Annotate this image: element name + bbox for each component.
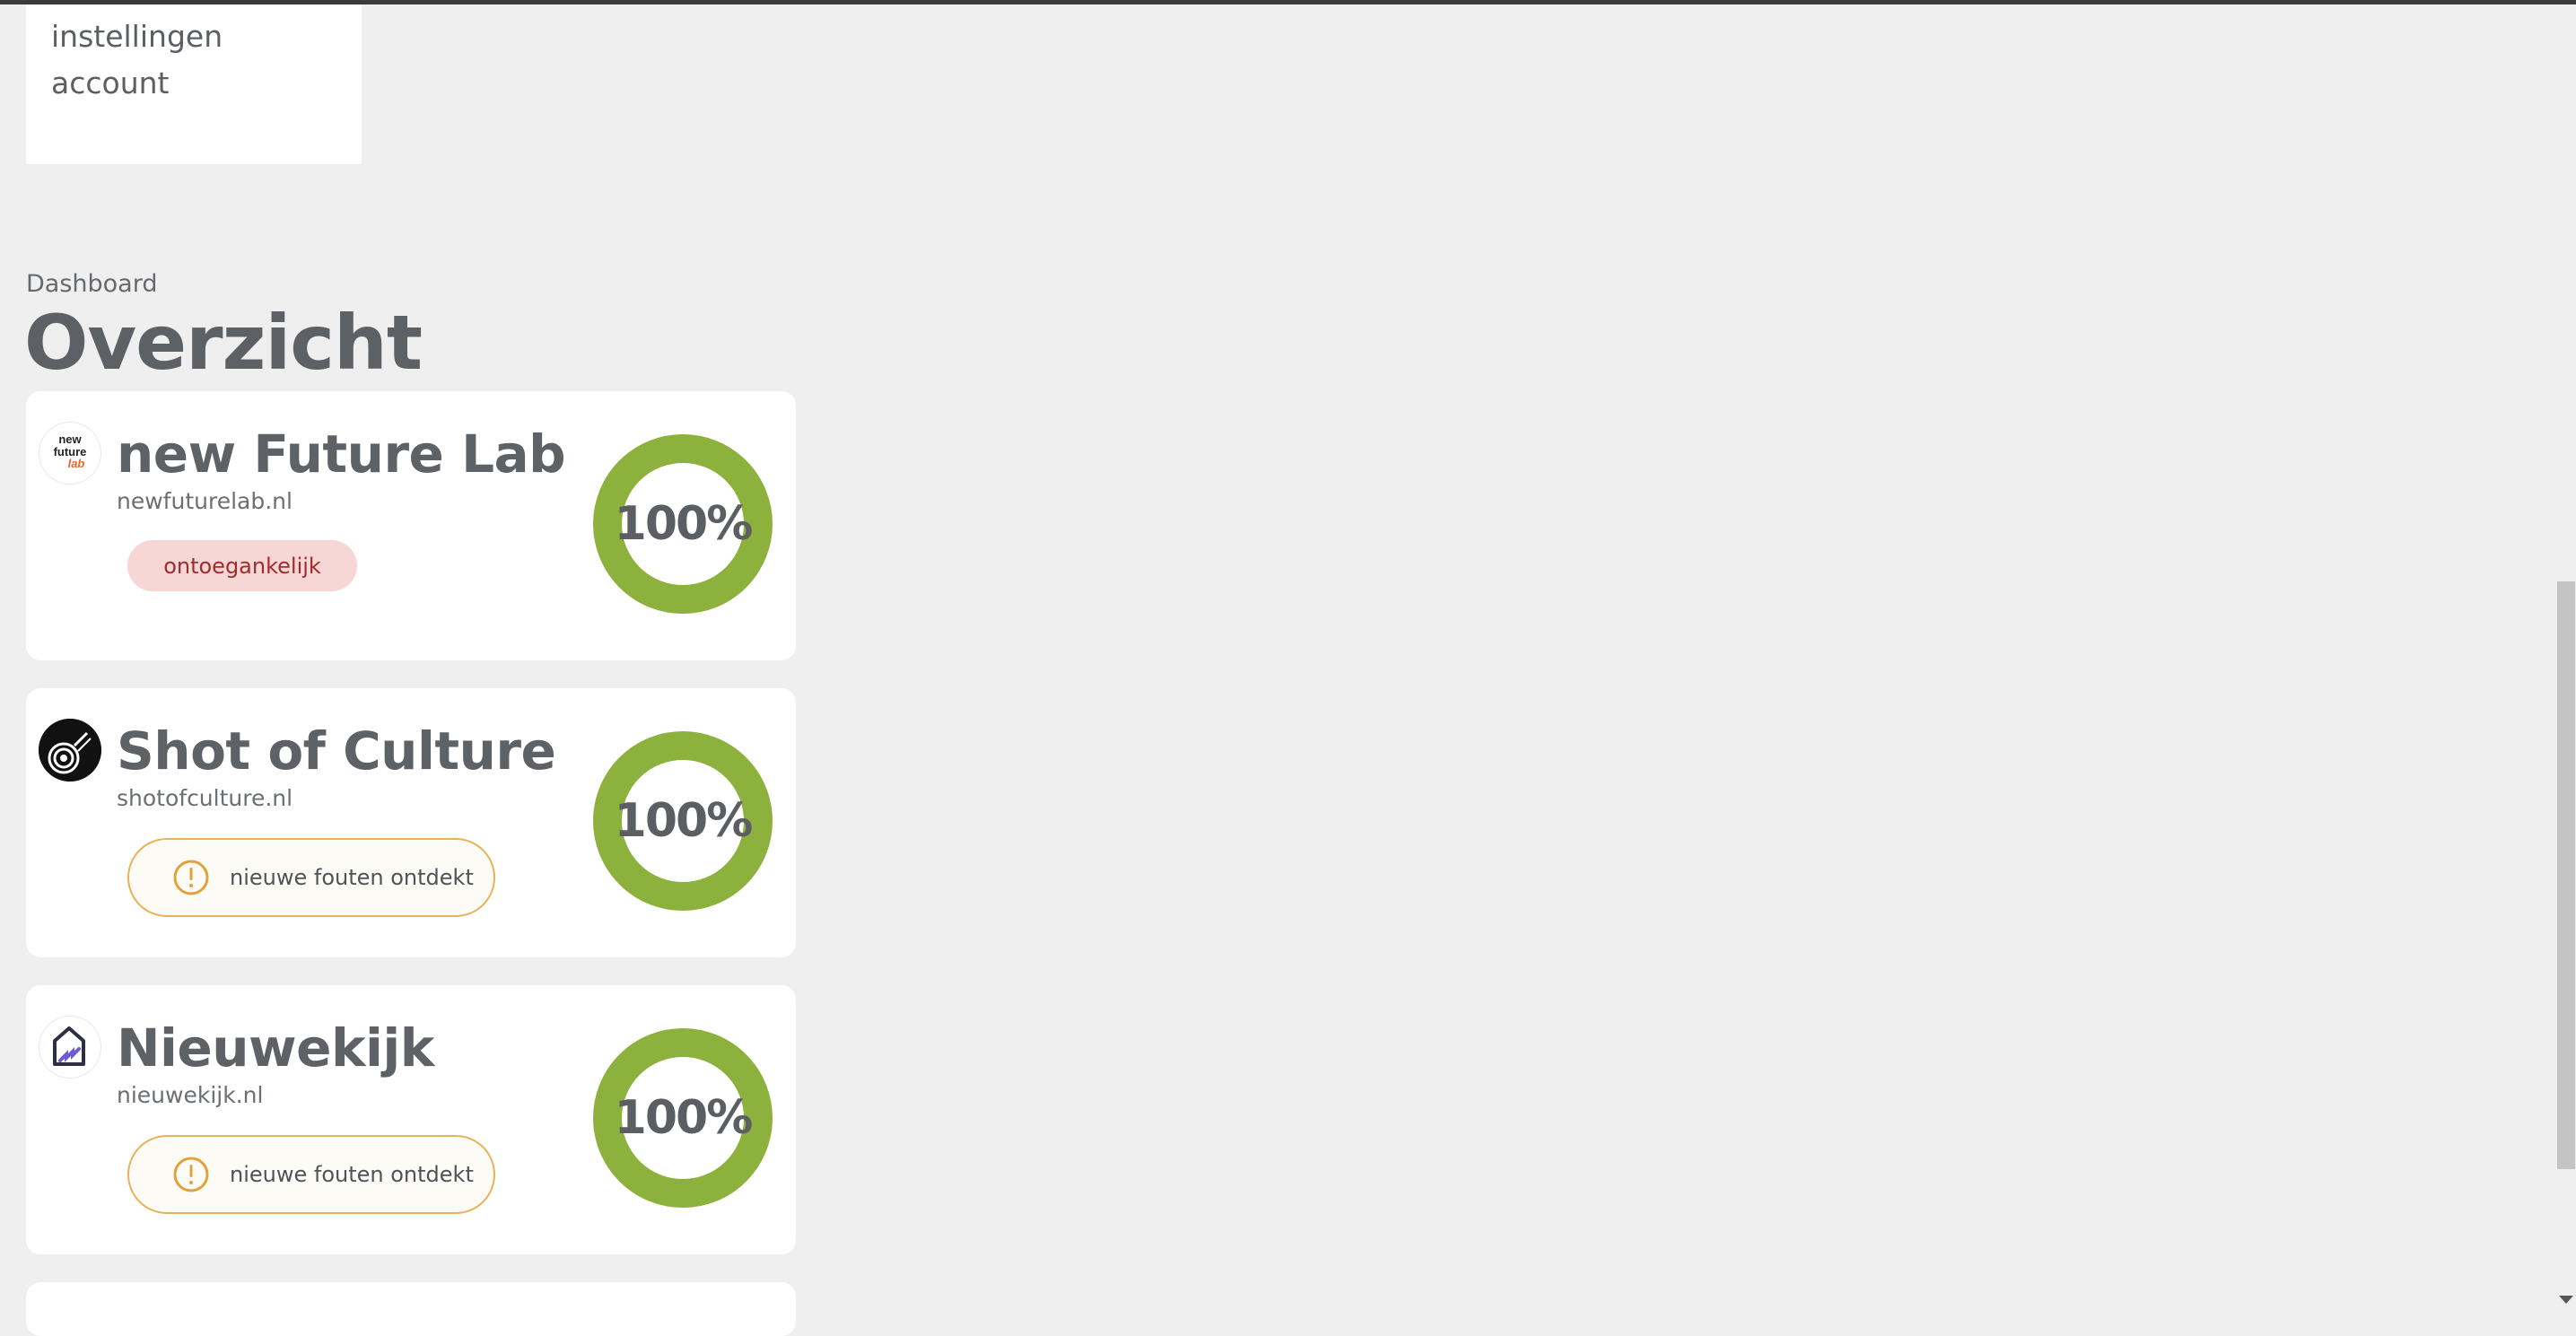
score-ring [593, 1028, 773, 1208]
status-badge-new-errors[interactable]: nieuwe fouten ontdekt [127, 1135, 495, 1214]
score-label: 100% [614, 794, 754, 848]
site-name[interactable]: Nieuwekijk [117, 1017, 434, 1078]
site-url[interactable]: newfuturelab.nl [117, 488, 293, 514]
site-card-nieuwekijk[interactable]: Nieuwekijk nieuwekijk.nl nieuwe fouten o… [26, 985, 796, 1254]
score-ring [593, 731, 773, 911]
status-badge-label: nieuwe fouten ontdekt [230, 865, 474, 890]
site-name[interactable]: Shot of Culture [117, 720, 556, 782]
site-card-shot-of-culture[interactable]: Shot of Culture shotofculture.nl nieuwe … [26, 688, 796, 957]
site-url[interactable]: shotofculture.nl [117, 785, 293, 811]
status-badge-label: nieuwe fouten ontdekt [230, 1162, 474, 1187]
score-label: 100% [614, 1091, 754, 1145]
status-badge-inaccessible: ontoegankelijk [127, 540, 357, 591]
site-card-new-future-lab[interactable]: new future lab new Future Lab newfuturel… [26, 391, 796, 660]
logo-word-future: future [54, 445, 87, 458]
scrollbar-thumb[interactable] [2557, 581, 2575, 1169]
exclamation-circle-icon [173, 1157, 209, 1192]
page-title: Overzicht [24, 299, 423, 387]
exclamation-circle-icon [173, 860, 209, 895]
shot-of-culture-logo [39, 719, 101, 782]
menu-item-instellingen[interactable]: instellingen [51, 19, 223, 54]
score-label: 100% [614, 497, 754, 551]
status-badge-new-errors[interactable]: nieuwe fouten ontdekt [127, 838, 495, 917]
status-badge-label: ontoegankelijk [163, 553, 321, 579]
logo-word-new: new [58, 432, 82, 446]
site-url[interactable]: nieuwekijk.nl [117, 1082, 264, 1108]
logo-word-lab: lab [68, 457, 85, 470]
account-menu-panel: instellingen account [26, 4, 362, 164]
scroll-down-arrow-icon[interactable] [2559, 1296, 2573, 1304]
new-future-lab-logo: new future lab [39, 422, 101, 485]
score-ring [593, 434, 773, 614]
breadcrumb[interactable]: Dashboard [26, 270, 158, 298]
menu-item-account[interactable]: account [51, 65, 170, 100]
top-edge-bar [0, 0, 2576, 4]
site-name[interactable]: new Future Lab [117, 424, 566, 485]
nieuwekijk-house-logo [39, 1016, 101, 1078]
site-card-partial[interactable] [26, 1282, 796, 1336]
